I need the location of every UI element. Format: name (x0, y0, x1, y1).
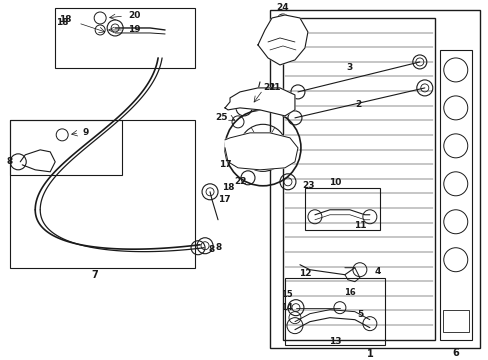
Bar (10, 120, 195, 268)
Bar (439, 50, 471, 339)
Text: 17: 17 (218, 160, 231, 169)
Text: 15: 15 (281, 290, 292, 299)
Text: 18: 18 (222, 183, 234, 192)
Text: 7: 7 (92, 270, 98, 280)
Polygon shape (258, 15, 307, 65)
Polygon shape (224, 88, 294, 116)
Text: 8: 8 (7, 157, 13, 166)
Text: 2: 2 (354, 100, 360, 109)
Text: 17: 17 (218, 195, 230, 204)
Text: 5: 5 (356, 310, 362, 319)
Text: 3: 3 (346, 63, 352, 72)
Bar (305, 188, 379, 230)
Text: 11: 11 (353, 221, 366, 230)
Text: 4: 4 (374, 267, 380, 276)
Text: 6: 6 (451, 348, 458, 357)
Text: 22: 22 (233, 177, 246, 186)
Bar (55, 8, 195, 68)
Text: 8: 8 (215, 243, 221, 252)
Text: 16: 16 (344, 288, 355, 297)
Text: 1: 1 (366, 348, 372, 359)
Text: 8: 8 (207, 245, 214, 254)
Bar (269, 10, 479, 348)
Text: 10: 10 (328, 178, 341, 187)
Text: 25: 25 (215, 113, 227, 122)
Bar (10, 120, 122, 175)
Polygon shape (224, 133, 297, 170)
Text: 19: 19 (128, 26, 141, 35)
Text: 23: 23 (301, 181, 314, 190)
Text: 18: 18 (59, 15, 71, 24)
Text: 13: 13 (328, 337, 341, 346)
Text: 20: 20 (128, 12, 140, 21)
Bar (283, 18, 434, 339)
Text: 21: 21 (267, 84, 280, 93)
Text: 9: 9 (82, 129, 88, 138)
Text: 12: 12 (298, 269, 310, 278)
Bar (442, 310, 468, 332)
Text: 18: 18 (56, 18, 68, 27)
Text: 14: 14 (281, 303, 292, 312)
Text: 24: 24 (276, 4, 289, 13)
Bar (285, 278, 384, 345)
Text: 21: 21 (263, 84, 276, 93)
